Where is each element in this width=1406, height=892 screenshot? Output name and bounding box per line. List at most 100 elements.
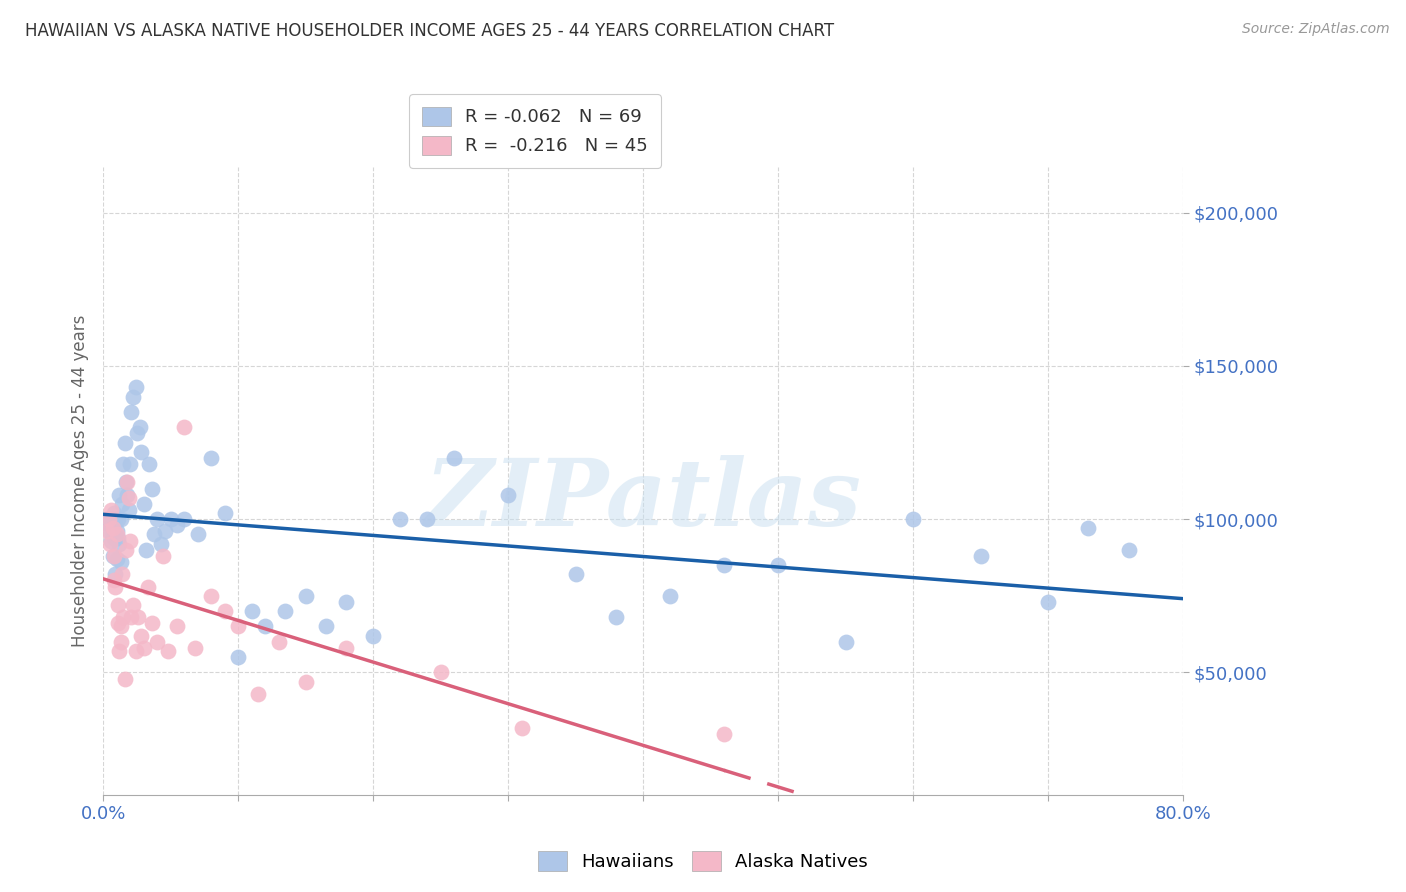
Text: ZIPatlas: ZIPatlas bbox=[425, 455, 862, 545]
Point bbox=[107, 512, 129, 526]
Point bbox=[132, 640, 155, 655]
Point bbox=[121, 390, 143, 404]
Point bbox=[214, 506, 236, 520]
Point bbox=[132, 497, 155, 511]
Point bbox=[146, 634, 169, 648]
Point bbox=[173, 420, 195, 434]
Point bbox=[659, 589, 682, 603]
Point bbox=[247, 687, 270, 701]
Text: Source: ZipAtlas.com: Source: ZipAtlas.com bbox=[1241, 22, 1389, 37]
Point bbox=[274, 604, 297, 618]
Point bbox=[1077, 521, 1099, 535]
Point bbox=[335, 640, 357, 655]
Point bbox=[564, 567, 586, 582]
Point bbox=[713, 727, 735, 741]
Point bbox=[226, 619, 249, 633]
Point bbox=[294, 589, 316, 603]
Point bbox=[166, 619, 188, 633]
Point bbox=[184, 640, 207, 655]
Point bbox=[1036, 595, 1059, 609]
Point bbox=[100, 533, 122, 548]
Point bbox=[152, 549, 174, 563]
Point bbox=[146, 512, 169, 526]
Point bbox=[111, 567, 134, 582]
Point bbox=[107, 616, 129, 631]
Point bbox=[121, 610, 143, 624]
Point bbox=[713, 558, 735, 573]
Legend: R = -0.062   N = 69, R =  -0.216   N = 45: R = -0.062 N = 69, R = -0.216 N = 45 bbox=[409, 94, 661, 168]
Point bbox=[111, 497, 134, 511]
Point bbox=[105, 524, 128, 539]
Point bbox=[121, 405, 143, 419]
Point bbox=[103, 549, 125, 563]
Point bbox=[214, 604, 236, 618]
Point bbox=[1118, 542, 1140, 557]
Point bbox=[443, 450, 465, 465]
Point bbox=[101, 549, 124, 563]
Text: HAWAIIAN VS ALASKA NATIVE HOUSEHOLDER INCOME AGES 25 - 44 YEARS CORRELATION CHAR: HAWAIIAN VS ALASKA NATIVE HOUSEHOLDER IN… bbox=[25, 22, 834, 40]
Point bbox=[361, 629, 384, 643]
Point bbox=[496, 488, 519, 502]
Point bbox=[129, 444, 152, 458]
Point bbox=[110, 555, 132, 569]
Point bbox=[103, 531, 125, 545]
Point bbox=[118, 491, 141, 505]
Point bbox=[141, 616, 163, 631]
Point bbox=[159, 512, 181, 526]
Point bbox=[112, 610, 135, 624]
Point bbox=[129, 629, 152, 643]
Point bbox=[969, 549, 991, 563]
Point bbox=[141, 482, 163, 496]
Point bbox=[115, 475, 138, 490]
Point bbox=[97, 512, 120, 526]
Point bbox=[136, 580, 159, 594]
Point bbox=[254, 619, 277, 633]
Point bbox=[110, 619, 132, 633]
Point bbox=[110, 634, 132, 648]
Point bbox=[97, 524, 120, 539]
Point bbox=[98, 537, 121, 551]
Point bbox=[901, 512, 924, 526]
Point bbox=[103, 574, 125, 588]
Point bbox=[200, 589, 222, 603]
Point bbox=[416, 512, 439, 526]
Point bbox=[117, 488, 139, 502]
Point bbox=[267, 634, 290, 648]
Point bbox=[120, 457, 142, 471]
Point bbox=[107, 598, 129, 612]
Point bbox=[108, 644, 131, 658]
Point bbox=[429, 665, 451, 680]
Legend: Hawaiians, Alaska Natives: Hawaiians, Alaska Natives bbox=[530, 844, 876, 879]
Point bbox=[240, 604, 263, 618]
Point bbox=[103, 506, 125, 520]
Point bbox=[335, 595, 357, 609]
Point bbox=[98, 518, 121, 533]
Point bbox=[112, 457, 135, 471]
Point bbox=[110, 512, 132, 526]
Point bbox=[173, 512, 195, 526]
Point bbox=[166, 518, 188, 533]
Point bbox=[104, 512, 127, 526]
Point bbox=[121, 598, 143, 612]
Point bbox=[101, 521, 124, 535]
Point bbox=[107, 531, 129, 545]
Point bbox=[114, 672, 136, 686]
Point bbox=[510, 721, 533, 735]
Point bbox=[605, 610, 627, 624]
Point bbox=[124, 380, 146, 394]
Point bbox=[766, 558, 789, 573]
Point bbox=[135, 542, 157, 557]
Point bbox=[101, 527, 124, 541]
Point bbox=[389, 512, 412, 526]
Point bbox=[125, 426, 148, 441]
Point bbox=[294, 674, 316, 689]
Point bbox=[156, 644, 179, 658]
Point bbox=[114, 435, 136, 450]
Point bbox=[226, 650, 249, 665]
Point bbox=[117, 475, 139, 490]
Point bbox=[315, 619, 337, 633]
Point bbox=[96, 524, 118, 539]
Point bbox=[108, 537, 131, 551]
Point bbox=[128, 420, 150, 434]
Point bbox=[143, 527, 166, 541]
